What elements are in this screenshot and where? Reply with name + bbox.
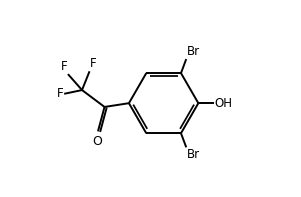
Text: O: O (92, 135, 102, 148)
Text: Br: Br (187, 45, 200, 58)
Text: OH: OH (215, 97, 232, 110)
Text: F: F (57, 87, 64, 100)
Text: F: F (61, 60, 67, 73)
Text: F: F (90, 57, 97, 70)
Text: Br: Br (187, 148, 200, 161)
